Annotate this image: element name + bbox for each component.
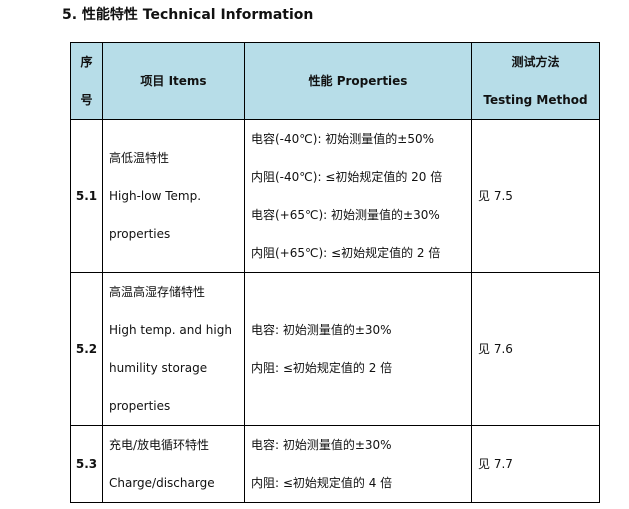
property-line: 内阻(+65℃): ≤初始规定值的 2 倍 (251, 246, 441, 260)
row-properties: 电容(-40℃): 初始测量值的±50% 内阻(-40℃): ≤初始规定值的 2… (244, 119, 472, 273)
header-properties: 性能 Properties (244, 42, 472, 120)
item-line: High-low Temp. (109, 189, 202, 203)
property-line: 电容: 初始测量值的±30% (251, 438, 392, 452)
header-method: 测试方法 Testing Method (471, 42, 600, 120)
property-line: 内阻: ≤初始规定值的 4 倍 (251, 476, 393, 490)
header-no-line: 号 (80, 93, 93, 107)
property-line: 电容(+65℃): 初始测量值的±30% (251, 208, 440, 222)
technical-info-table: 序 号 项目 Items 性能 Properties 测试方法 Testing … (70, 42, 600, 503)
item-line: properties (109, 227, 171, 241)
property-line: 电容(-40℃): 初始测量值的±50% (251, 132, 435, 146)
item-line: 高低温特性 (109, 151, 170, 165)
row-number: 5.3 (70, 425, 103, 503)
row-items: 充电/放电循环特性 Charge/discharge (102, 425, 245, 503)
row-method: 见 7.7 (471, 425, 600, 503)
row-number: 5.1 (70, 119, 103, 273)
property-line: 内阻: ≤初始规定值的 2 倍 (251, 361, 393, 375)
header-no: 序 号 (70, 42, 103, 120)
row-method: 见 7.6 (471, 272, 600, 426)
row-items: 高温高湿存储特性 High temp. and high humility st… (102, 272, 245, 426)
item-line: properties (109, 399, 171, 413)
table-row: 5.2 高温高湿存储特性 High temp. and high humilit… (70, 272, 600, 426)
property-line: 电容: 初始测量值的±30% (251, 323, 392, 337)
item-line: humility storage (109, 361, 208, 375)
row-properties: 电容: 初始测量值的±30% 内阻: ≤初始规定值的 4 倍 (244, 425, 472, 503)
header-items: 项目 Items (102, 42, 245, 120)
header-row: 序 号 项目 Items 性能 Properties 测试方法 Testing … (70, 42, 600, 120)
row-properties: 电容: 初始测量值的±30% 内阻: ≤初始规定值的 2 倍 (244, 272, 472, 426)
row-method: 见 7.5 (471, 119, 600, 273)
table-row: 5.1 高低温特性 High-low Temp. properties 电容(-… (70, 119, 600, 273)
item-line: 高温高湿存储特性 (109, 285, 206, 299)
property-line: 内阻(-40℃): ≤初始规定值的 20 倍 (251, 170, 443, 184)
header-no-line: 序 (80, 55, 93, 69)
table-row: 5.3 充电/放电循环特性 Charge/discharge 电容: 初始测量值… (70, 425, 600, 503)
row-items: 高低温特性 High-low Temp. properties (102, 119, 245, 273)
item-line: High temp. and high (109, 323, 232, 337)
header-method-line: 测试方法 (511, 55, 560, 69)
item-line: Charge/discharge (109, 476, 215, 490)
header-method-line: Testing Method (483, 93, 588, 107)
item-line: 充电/放电循环特性 (109, 438, 210, 452)
row-number: 5.2 (70, 272, 103, 426)
section-title: 5. 性能特性 Technical Information (62, 7, 314, 23)
